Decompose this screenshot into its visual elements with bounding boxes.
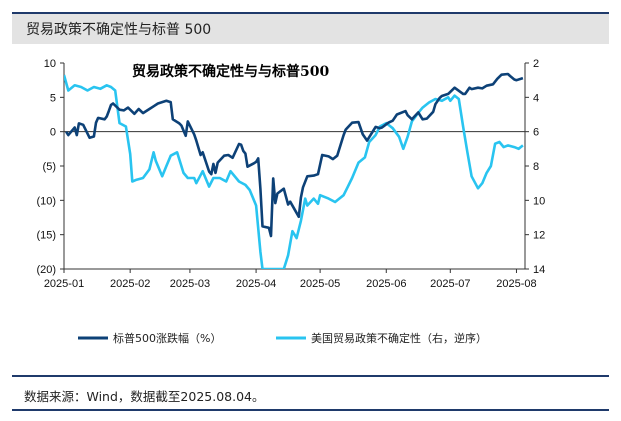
legend-sp500: 标普500涨跌幅（%） bbox=[78, 331, 221, 345]
right-tick-label: 12 bbox=[533, 230, 545, 242]
left-tick-label: (15) bbox=[36, 230, 56, 242]
x-tick-label: 2025-06 bbox=[366, 278, 406, 290]
axes bbox=[63, 63, 526, 270]
legend: 标普500涨跌幅（%） 美国贸易政策不确定性（右，逆序） bbox=[78, 331, 487, 345]
right-tick-label: 10 bbox=[533, 195, 545, 207]
x-tick-label: 2025-05 bbox=[300, 278, 340, 290]
x-tick-label: 2025-03 bbox=[170, 278, 210, 290]
header-band bbox=[12, 14, 609, 44]
ticks: 10 5 0 (5) (10) (15) (20) 2 4 6 8 10 12 14 2025-01 2025… bbox=[36, 58, 545, 290]
source-note: 数据来源：Wind，数据截至2025.08.04。 bbox=[24, 389, 265, 404]
right-tick-label: 2 bbox=[533, 58, 539, 70]
right-tick-label: 4 bbox=[533, 92, 539, 104]
x-tick-label: 2025-02 bbox=[110, 278, 150, 290]
x-tick-label: 2025-04 bbox=[236, 278, 276, 290]
right-tick-label: 6 bbox=[533, 127, 539, 139]
top-rule bbox=[12, 12, 609, 14]
series-line-trade-uncertainty bbox=[64, 74, 524, 269]
legend-sp500-label: 标普500涨跌幅（%） bbox=[113, 331, 221, 345]
left-tick-label: 0 bbox=[50, 127, 56, 139]
left-tick-label: (5) bbox=[43, 161, 56, 173]
series-line-sp500 bbox=[65, 72, 524, 238]
x-tick-label: 2025-01 bbox=[44, 278, 84, 290]
footer-rule bbox=[12, 375, 609, 377]
left-tick-label: (20) bbox=[36, 264, 56, 276]
x-tick-label: 2025-08 bbox=[496, 278, 536, 290]
left-tick-label: 10 bbox=[44, 58, 56, 70]
header-title: 贸易政策不确定性与标普 500 bbox=[26, 22, 212, 38]
series-layer bbox=[64, 72, 524, 269]
x-tick-label: 2025-07 bbox=[430, 278, 470, 290]
right-tick-label: 14 bbox=[533, 264, 545, 276]
right-tick-label: 8 bbox=[533, 161, 539, 173]
legend-trade-uncertainty-label: 美国贸易政策不确定性（右，逆序） bbox=[311, 331, 487, 345]
left-tick-label: 5 bbox=[50, 92, 56, 104]
chart-title: 贸易政策不确定性与与标普500 bbox=[132, 63, 329, 80]
legend-trade-uncertainty: 美国贸易政策不确定性（右，逆序） bbox=[276, 331, 487, 345]
left-tick-label: (10) bbox=[36, 195, 56, 207]
bottom-rule bbox=[12, 409, 609, 411]
